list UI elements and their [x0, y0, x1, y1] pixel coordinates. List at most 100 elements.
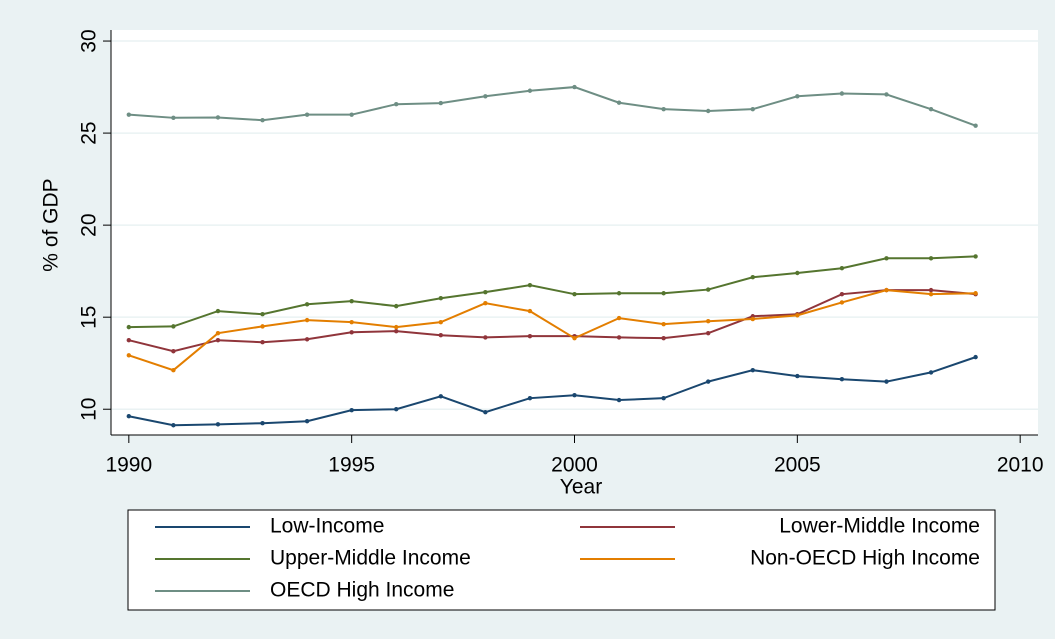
point — [616, 397, 622, 403]
point — [215, 115, 221, 120]
point — [394, 303, 399, 309]
point — [928, 291, 934, 297]
point — [661, 106, 666, 112]
point — [126, 112, 132, 117]
x-tick-label: 2000 — [551, 454, 598, 477]
point — [928, 256, 934, 261]
point — [572, 291, 577, 297]
point — [572, 84, 577, 90]
point — [438, 333, 443, 338]
point — [616, 315, 622, 321]
point — [661, 291, 666, 296]
point — [839, 377, 845, 382]
x-tick-label: 1990 — [105, 454, 152, 477]
point — [527, 282, 533, 288]
point — [572, 335, 577, 341]
point — [616, 291, 622, 296]
point — [750, 275, 755, 280]
point — [750, 316, 755, 322]
point — [215, 330, 221, 336]
point — [706, 287, 711, 292]
point — [438, 100, 443, 106]
point — [260, 118, 265, 123]
point — [171, 423, 176, 428]
point — [349, 330, 354, 335]
series-line — [128, 289, 976, 353]
point — [928, 370, 934, 375]
point — [839, 91, 845, 96]
point — [394, 328, 399, 334]
point — [215, 422, 221, 427]
point — [839, 291, 845, 297]
point — [438, 296, 443, 301]
point — [884, 379, 889, 384]
point — [483, 335, 488, 340]
x-tick-label: 2005 — [774, 454, 821, 477]
point — [884, 256, 889, 261]
legend-label: Non-OECD High Income — [750, 547, 980, 570]
point — [438, 394, 443, 399]
point — [706, 108, 711, 114]
legend-label: OECD High Income — [270, 579, 454, 602]
point — [616, 335, 622, 340]
point — [839, 266, 845, 271]
point — [349, 319, 354, 325]
point — [260, 324, 265, 329]
point — [706, 330, 711, 336]
point — [483, 409, 488, 415]
x-tick-label: 1995 — [328, 454, 375, 477]
point — [973, 123, 978, 128]
point — [839, 300, 845, 305]
point — [928, 287, 934, 293]
point — [483, 94, 488, 99]
point — [661, 321, 666, 327]
point — [706, 319, 711, 324]
point — [394, 407, 399, 412]
point — [126, 324, 132, 330]
point — [750, 106, 755, 112]
point — [973, 354, 978, 360]
y-tick-label: 15 — [78, 306, 101, 329]
point — [706, 379, 711, 384]
point — [527, 395, 533, 401]
point — [304, 418, 310, 424]
point — [349, 407, 354, 413]
point — [750, 368, 755, 373]
y-tick-label: 30 — [78, 29, 101, 52]
point — [171, 324, 176, 329]
point — [394, 324, 399, 330]
point — [661, 395, 666, 401]
series-line — [128, 86, 976, 127]
legend — [127, 509, 996, 611]
point — [349, 112, 354, 117]
plot-area — [111, 30, 1038, 435]
point — [928, 106, 934, 112]
point — [215, 337, 221, 343]
point — [304, 302, 310, 307]
point — [483, 300, 488, 306]
point — [304, 317, 310, 323]
point — [973, 254, 978, 259]
legend-label: Upper-Middle Income — [270, 547, 471, 570]
legend-label: Low-Income — [270, 515, 384, 538]
point — [483, 289, 488, 295]
y-tick-label: 25 — [78, 121, 101, 144]
legend-label: Lower-Middle Income — [779, 515, 980, 538]
x-axis-title: Year — [560, 476, 602, 499]
point — [572, 393, 577, 398]
point — [795, 313, 800, 318]
point — [171, 368, 176, 373]
point — [527, 333, 533, 339]
point — [884, 287, 889, 293]
y-tick-label: 20 — [78, 213, 101, 236]
y-axis-title: % of GDP — [40, 178, 63, 271]
point — [527, 308, 533, 314]
point — [304, 112, 310, 117]
point — [795, 270, 800, 276]
x-tick-label: 2010 — [997, 454, 1044, 477]
point — [126, 414, 132, 419]
point — [661, 335, 666, 341]
series-line — [128, 289, 976, 372]
series-line — [128, 255, 976, 329]
